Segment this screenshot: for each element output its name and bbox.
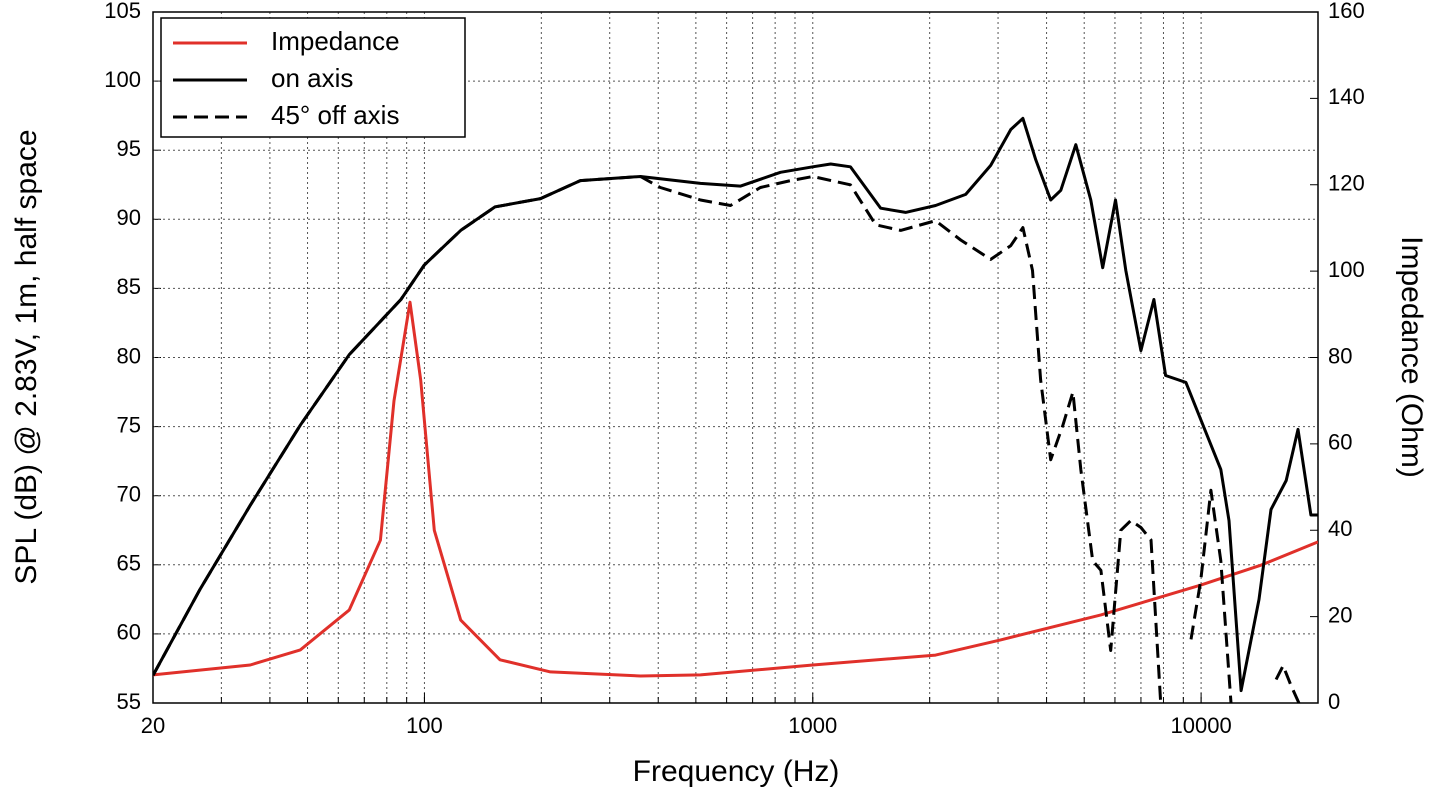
y-tick-label: 90 (117, 205, 141, 230)
y-tick-label: 65 (117, 551, 141, 576)
y-tick-label: 100 (104, 67, 141, 92)
x-tick-label: 10000 (1171, 713, 1232, 738)
x-tick-label: 1000 (788, 713, 837, 738)
series-line (153, 116, 1318, 693)
x-tick-label: 20 (141, 713, 165, 738)
legend-box (160, 17, 466, 138)
legend-label: Impedance (271, 26, 400, 56)
x-axis-label: Frequency (Hz) (633, 755, 840, 788)
plot-area (153, 116, 1318, 703)
y2-tick-label: 80 (1328, 343, 1352, 368)
plot-frame (152, 11, 1319, 704)
y2-tick-label: 100 (1328, 257, 1365, 282)
y2-tick-label: 140 (1328, 84, 1365, 109)
y-tick-label: 105 (104, 0, 141, 23)
series-line (153, 175, 1301, 703)
y2-axis-label: Impedance (Ohm) (1395, 236, 1428, 478)
legend-label: on axis (271, 63, 353, 93)
x-tick-label: 100 (406, 713, 443, 738)
y2-tick-label: 20 (1328, 602, 1352, 627)
y2-tick-label: 120 (1328, 171, 1365, 196)
y-tick-label: 80 (117, 343, 141, 368)
series-line (153, 300, 1318, 678)
y-tick-label: 70 (117, 482, 141, 507)
y-tick-label: 75 (117, 412, 141, 437)
y-tick-label: 55 (117, 689, 141, 714)
y2-tick-label: 40 (1328, 516, 1352, 541)
y2-tick-label: 0 (1328, 689, 1340, 714)
y2-tick-label: 160 (1328, 0, 1365, 23)
y-tick-label: 60 (117, 620, 141, 645)
y-tick-label: 85 (117, 274, 141, 299)
y-axis-label: SPL (dB) @ 2.83V, 1m, half space (10, 129, 43, 584)
y-tick-label: 95 (117, 136, 141, 161)
legend-label: 45° off axis (271, 100, 399, 130)
y2-tick-label: 60 (1328, 430, 1352, 455)
